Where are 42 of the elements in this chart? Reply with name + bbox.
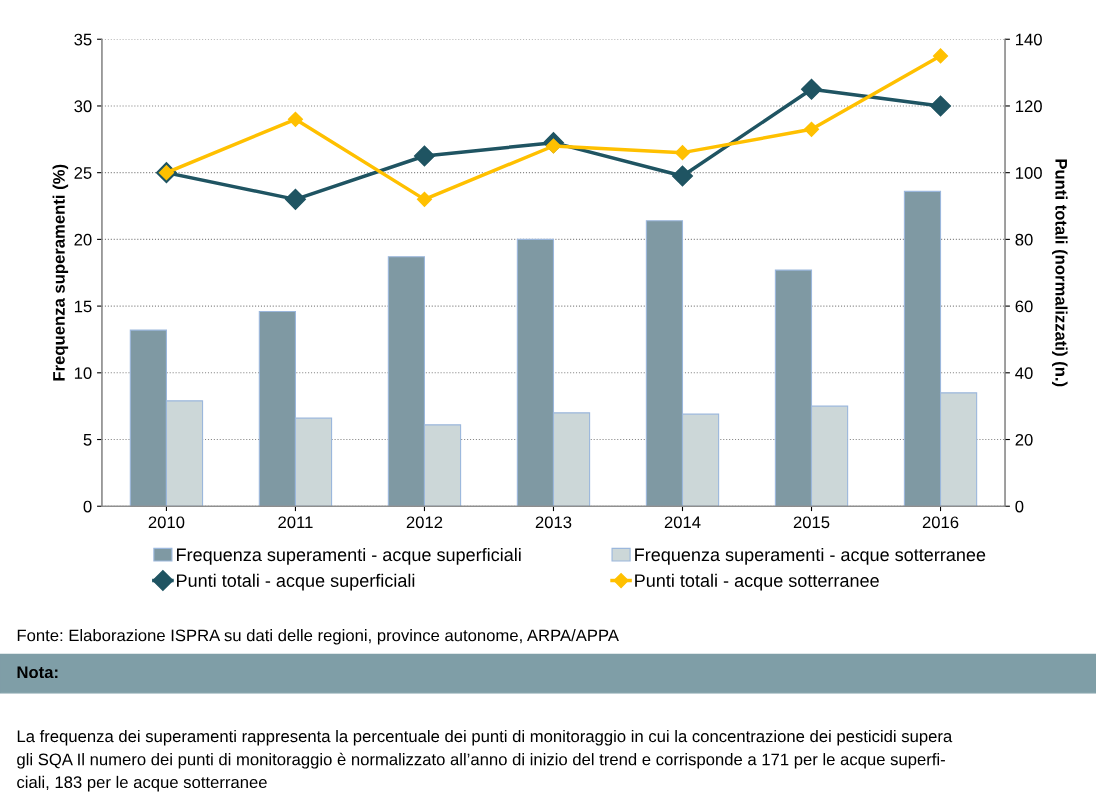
legend-label: Frequenza superamenti - acque superficiali (177, 547, 521, 565)
y-tick-label: 0 (83, 500, 92, 513)
text: La frequenza dei superamenti rappresenta la percentuale dei punti di monitoraggio in cui la concentrazione dei pesticidi supera gli SQA Il numero dei punti di monitoraggio è normalizzato all’anno di inizio del trend e corrisponde a 171 per le acque superfi- ciali, 183 per le acque sotterranee (17, 729, 953, 792)
y-tick-label: 15 (74, 300, 92, 313)
y-tick-label: 30 (74, 100, 92, 113)
x-tick-label: 2011 (278, 516, 313, 529)
point (674, 145, 691, 161)
legend-label: Punti totali - acque superficiali (177, 573, 415, 591)
point (413, 145, 435, 167)
y-tick-label: 25 (74, 167, 92, 179)
x-tick-label: 2015 (793, 516, 830, 529)
x-tick-label: 2012 (406, 516, 443, 529)
y2-tick-label: 140 (1016, 33, 1042, 46)
point (284, 188, 306, 210)
point (932, 48, 949, 64)
legend-label: Frequenza superamenti - acque sotterranee (635, 547, 986, 565)
y2-tick-label: 60 (1015, 300, 1033, 313)
text: Nota: (17, 666, 58, 679)
point (930, 95, 952, 117)
y2-tick-label: 0 (1015, 500, 1024, 513)
x-tick-label: 2016 (922, 516, 959, 529)
y-tick-label: 10 (74, 367, 92, 380)
source-note: Fonte: Elaborazione ISPRA su dati delle regioni, province autonome, ARPA/APPA (17, 629, 619, 645)
x-tick-label: 2014 (664, 516, 701, 529)
point (671, 165, 694, 187)
y-tick-label: 5 (83, 434, 92, 446)
point (416, 191, 433, 207)
y2-tick-label: 20 (1015, 433, 1033, 446)
legend-label: Punti totali - acque sotterranee (635, 573, 879, 591)
y2-tick-label: 40 (1015, 367, 1033, 380)
x-tick-label: 2013 (535, 516, 572, 529)
y2-tick-label: 100 (1016, 167, 1042, 179)
y-tick-label: 35 (74, 33, 92, 46)
y-tick-label: 20 (74, 233, 92, 246)
point (287, 111, 304, 127)
y2-tick-label: 80 (1015, 233, 1033, 246)
y-axis-title: Frequenza superamenti (%) (52, 164, 69, 381)
point (803, 121, 820, 137)
y2-axis-title: Punti totali (normalizzati) (n.) (1052, 159, 1068, 387)
x-tick-label: 2010 (148, 516, 185, 529)
y2-tick-label: 120 (1016, 100, 1042, 113)
point (800, 78, 823, 100)
